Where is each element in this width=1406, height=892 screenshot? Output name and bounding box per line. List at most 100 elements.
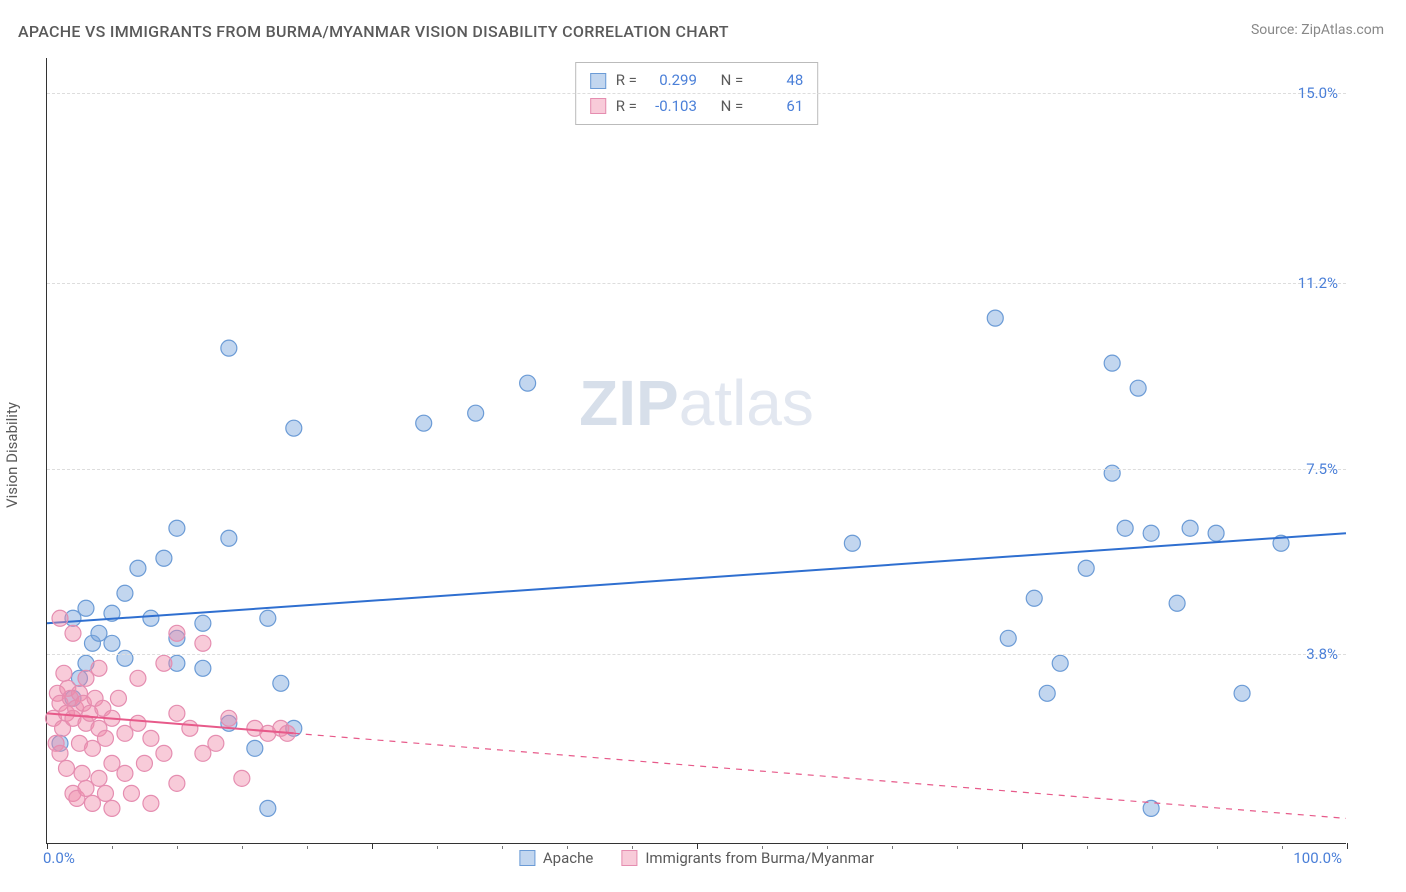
data-point xyxy=(468,405,484,421)
data-point xyxy=(195,615,211,631)
data-point xyxy=(260,800,276,816)
data-point xyxy=(286,420,302,436)
data-point xyxy=(78,655,94,671)
source-label: Source: xyxy=(1251,22,1301,38)
data-point xyxy=(62,690,78,706)
gridline-horizontal xyxy=(47,654,1346,655)
data-point xyxy=(104,710,120,726)
data-point xyxy=(987,310,1003,326)
data-point xyxy=(143,730,159,746)
data-point xyxy=(273,720,289,736)
gridline-horizontal xyxy=(47,469,1346,470)
data-point xyxy=(130,560,146,576)
data-point xyxy=(234,770,250,786)
data-point xyxy=(1273,535,1289,551)
x-tick-major xyxy=(372,843,373,849)
x-tick-minor xyxy=(762,846,763,849)
data-point xyxy=(1208,525,1224,541)
data-point xyxy=(95,700,111,716)
data-point xyxy=(75,695,91,711)
data-point xyxy=(136,755,152,771)
data-point xyxy=(58,760,74,776)
data-point xyxy=(247,740,263,756)
data-point xyxy=(221,530,237,546)
data-point xyxy=(260,725,276,741)
data-point xyxy=(156,745,172,761)
data-point xyxy=(46,710,62,726)
data-point xyxy=(69,790,85,806)
stat-r-label: R = xyxy=(616,68,637,94)
stats-row: R = -0.103 N = 61 xyxy=(590,94,804,120)
data-point xyxy=(143,795,159,811)
data-point xyxy=(169,655,185,671)
data-point xyxy=(416,415,432,431)
data-point xyxy=(84,635,100,651)
data-point xyxy=(97,785,113,801)
data-point xyxy=(182,720,198,736)
data-point xyxy=(78,715,94,731)
data-point xyxy=(104,800,120,816)
data-point xyxy=(82,705,98,721)
data-point xyxy=(1039,685,1055,701)
data-point xyxy=(1143,800,1159,816)
x-axis-max-label: 100.0% xyxy=(1293,849,1342,867)
data-point xyxy=(91,720,107,736)
watermark-bold: ZIP xyxy=(579,367,679,439)
legend-swatch xyxy=(621,850,637,866)
data-point xyxy=(71,670,87,686)
trend-line xyxy=(47,533,1346,623)
legend-swatch xyxy=(519,850,535,866)
trend-line xyxy=(47,713,294,733)
data-point xyxy=(91,625,107,641)
stat-r-value: 0.299 xyxy=(647,68,697,94)
data-point xyxy=(156,550,172,566)
stat-n-value: 48 xyxy=(753,68,803,94)
data-point xyxy=(49,685,65,701)
data-point xyxy=(1026,590,1042,606)
chart-svg xyxy=(47,58,1346,843)
data-point xyxy=(104,755,120,771)
data-point xyxy=(195,660,211,676)
plot-area: ZIPatlas R = 0.299 N = 48 R = -0.103 N =… xyxy=(46,58,1346,844)
data-point xyxy=(273,675,289,691)
data-point xyxy=(65,710,81,726)
data-point xyxy=(78,670,94,686)
data-point xyxy=(156,655,172,671)
stat-n-label: N = xyxy=(721,68,744,94)
data-point xyxy=(1143,525,1159,541)
x-tick-minor xyxy=(177,846,178,849)
data-point xyxy=(56,665,72,681)
x-tick-major xyxy=(1347,843,1348,849)
data-point xyxy=(52,745,68,761)
data-point xyxy=(221,715,237,731)
data-point xyxy=(87,690,103,706)
data-point xyxy=(195,635,211,651)
data-point xyxy=(97,730,113,746)
data-point xyxy=(52,735,68,751)
data-point xyxy=(91,660,107,676)
data-point xyxy=(91,770,107,786)
data-point xyxy=(74,765,90,781)
x-tick-minor xyxy=(1152,846,1153,849)
data-point xyxy=(65,625,81,641)
data-point xyxy=(117,650,133,666)
data-point xyxy=(48,735,64,751)
data-point xyxy=(169,520,185,536)
stat-n-value: 61 xyxy=(753,94,803,120)
y-tick-label: 3.8% xyxy=(1306,645,1338,663)
data-point xyxy=(1000,630,1016,646)
data-point xyxy=(65,690,81,706)
data-point xyxy=(143,610,159,626)
y-tick-label: 7.5% xyxy=(1306,460,1338,478)
source-site: ZipAtlas.com xyxy=(1301,22,1384,38)
data-point xyxy=(110,690,126,706)
data-point xyxy=(117,585,133,601)
data-point xyxy=(221,710,237,726)
legend-bottom: Apache Immigrants from Burma/Myanmar xyxy=(519,849,874,867)
legend-swatch xyxy=(590,98,606,114)
data-point xyxy=(1169,595,1185,611)
legend-item: Immigrants from Burma/Myanmar xyxy=(621,849,874,867)
y-tick-label: 11.2% xyxy=(1298,274,1338,292)
data-point xyxy=(169,705,185,721)
data-point xyxy=(1078,560,1094,576)
